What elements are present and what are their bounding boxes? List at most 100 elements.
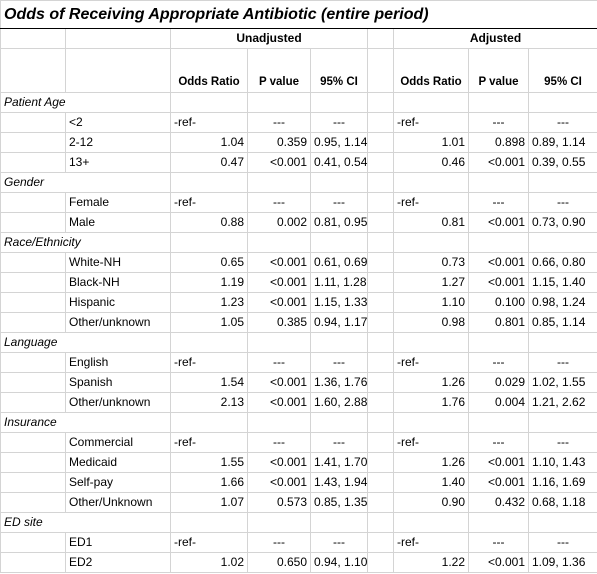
- row-label: English: [65, 352, 171, 373]
- value-cell: 0.898: [468, 132, 529, 153]
- row-label: ED2: [65, 552, 171, 573]
- value-cell: ---: [310, 432, 368, 453]
- column-header: P value: [247, 48, 311, 93]
- section-row: Insurance: [0, 412, 597, 433]
- value-cell: 0.100: [468, 292, 529, 313]
- value-cell: 0.89, 1.14: [527, 132, 597, 153]
- value-cell: <0.001: [247, 292, 311, 313]
- value-cell: -ref-: [170, 432, 248, 453]
- column-header: 95% CI: [527, 48, 597, 93]
- value-cell: 1.19: [170, 272, 248, 293]
- data-row: English -ref- --- --- -ref- --- ---: [0, 352, 597, 373]
- value-cell: <0.001: [247, 272, 311, 293]
- value-cell: 0.73: [393, 252, 469, 273]
- value-cell: <0.001: [247, 452, 311, 473]
- value-cell: 0.41, 0.54: [310, 152, 368, 173]
- section-name: Language: [0, 332, 171, 353]
- value-cell: 0.359: [247, 132, 311, 153]
- value-cell: 1.43, 1.94: [310, 472, 368, 493]
- value-cell: 1.10, 1.43: [527, 452, 597, 473]
- value-cell: <0.001: [468, 152, 529, 173]
- value-cell: 1.27: [393, 272, 469, 293]
- value-cell: ---: [527, 432, 597, 453]
- value-cell: 1.01: [393, 132, 469, 153]
- value-cell: 0.68, 1.18: [527, 492, 597, 513]
- value-cell: ---: [247, 352, 311, 373]
- value-cell: ---: [468, 432, 529, 453]
- value-cell: ---: [247, 432, 311, 453]
- value-cell: ---: [468, 532, 529, 553]
- value-cell: -ref-: [393, 112, 469, 133]
- value-cell: -ref-: [393, 532, 469, 553]
- value-cell: 1.15, 1.33: [310, 292, 368, 313]
- value-cell: 1.05: [170, 312, 248, 333]
- value-cell: -ref-: [393, 352, 469, 373]
- value-cell: 1.22: [393, 552, 469, 573]
- value-cell: ---: [310, 352, 368, 373]
- section-row: Patient Age: [0, 92, 597, 113]
- table-title: Odds of Receiving Appropriate Antibiotic…: [0, 0, 597, 29]
- column-header: Odds Ratio: [393, 48, 469, 93]
- value-cell: ---: [468, 112, 529, 133]
- value-cell: 0.004: [468, 392, 529, 413]
- value-cell: 0.573: [247, 492, 311, 513]
- data-row: 13+ 0.47 <0.001 0.41, 0.54 0.46 <0.001 0.39, 0…: [0, 152, 597, 173]
- value-cell: 1.60, 2.88: [310, 392, 368, 413]
- value-cell: <0.001: [468, 552, 529, 573]
- value-cell: 1.16, 1.69: [527, 472, 597, 493]
- group-header: Adjusted: [392, 28, 597, 49]
- row-label: Self-pay: [65, 472, 171, 493]
- value-cell: 0.61, 0.69: [310, 252, 368, 273]
- row-label: Other/unknown: [65, 312, 171, 333]
- value-cell: ---: [310, 532, 368, 553]
- value-cell: 1.26: [393, 372, 469, 393]
- value-cell: 0.88: [170, 212, 248, 233]
- data-row: Male 0.88 0.002 0.81, 0.95 0.81 <0.001 0.73, 0…: [0, 212, 597, 233]
- row-label: Other/unknown: [65, 392, 171, 413]
- data-row: ED1 -ref- --- --- -ref- --- ---: [0, 532, 597, 553]
- value-cell: 0.002: [247, 212, 311, 233]
- value-cell: <0.001: [468, 272, 529, 293]
- value-cell: 0.432: [468, 492, 529, 513]
- data-row: Self-pay 1.66 <0.001 1.43, 1.94 1.40 <0.001 1.…: [0, 472, 597, 493]
- data-row: Spanish 1.54 <0.001 1.36, 1.76 1.26 0.029 1.02…: [0, 372, 597, 393]
- value-cell: 1.54: [170, 372, 248, 393]
- row-label: Commercial: [65, 432, 171, 453]
- section-row: Gender: [0, 172, 597, 193]
- value-cell: ---: [468, 352, 529, 373]
- section-name: Insurance: [0, 412, 171, 433]
- data-row: <2 -ref- --- --- -ref- --- ---: [0, 112, 597, 133]
- value-cell: ---: [310, 192, 368, 213]
- row-label: Female: [65, 192, 171, 213]
- data-row: White-NH 0.65 <0.001 0.61, 0.69 0.73 <0.001 0.…: [0, 252, 597, 273]
- data-row: Female -ref- --- --- -ref- --- ---: [0, 192, 597, 213]
- value-cell: 0.94, 1.17: [310, 312, 368, 333]
- value-cell: <0.001: [247, 152, 311, 173]
- row-label: 13+: [65, 152, 171, 173]
- value-cell: 0.029: [468, 372, 529, 393]
- value-cell: ---: [247, 532, 311, 553]
- value-cell: ---: [468, 192, 529, 213]
- value-cell: <0.001: [247, 392, 311, 413]
- value-cell: <0.001: [468, 252, 529, 273]
- value-cell: -ref-: [393, 432, 469, 453]
- value-cell: 0.94, 1.10: [310, 552, 368, 573]
- value-cell: 0.98: [393, 312, 469, 333]
- data-row: Medicaid 1.55 <0.001 1.41, 1.70 1.26 <0.001 1.…: [0, 452, 597, 473]
- value-cell: 1.66: [170, 472, 248, 493]
- row-label: 2-12: [65, 132, 171, 153]
- value-cell: 0.66, 0.80: [527, 252, 597, 273]
- value-cell: 0.650: [247, 552, 311, 573]
- group-header: Unadjusted: [170, 28, 368, 49]
- value-cell: 0.73, 0.90: [527, 212, 597, 233]
- section-name: Race/Ethnicity: [0, 232, 171, 253]
- value-cell: 1.04: [170, 132, 248, 153]
- value-cell: 0.65: [170, 252, 248, 273]
- data-row: Commercial -ref- --- --- -ref- --- ---: [0, 432, 597, 453]
- value-cell: 0.385: [247, 312, 311, 333]
- row-label: ED1: [65, 532, 171, 553]
- value-cell: 0.85, 1.14: [527, 312, 597, 333]
- value-cell: 0.47: [170, 152, 248, 173]
- column-header: P value: [468, 48, 529, 93]
